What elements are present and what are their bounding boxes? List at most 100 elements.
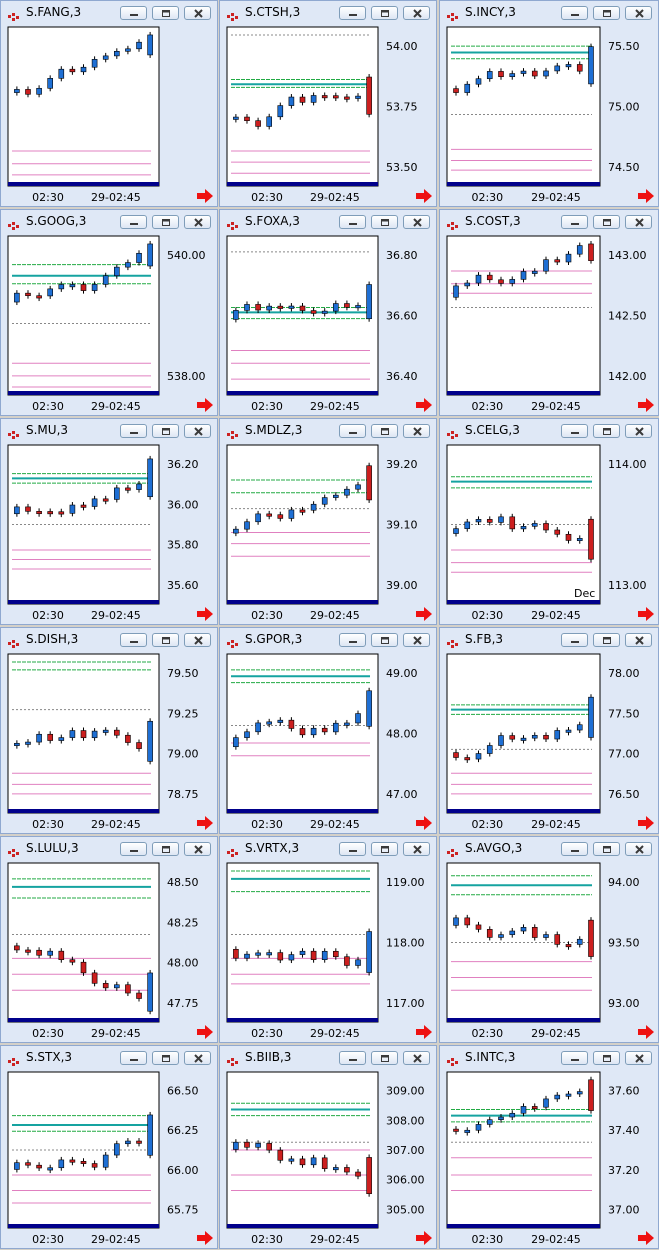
- chart-window-s-goog-3[interactable]: S.GOOG,3 02:30 29-02:45 540.00 538.00: [0, 209, 218, 416]
- maximize-button[interactable]: [152, 633, 179, 647]
- minimize-button[interactable]: [561, 633, 588, 647]
- minimize-button[interactable]: [120, 633, 147, 647]
- chart-window-s-dish-3[interactable]: S.DISH,3 02:30 29-02:45 79.50 79.25 79.00 78.7…: [0, 627, 218, 834]
- maximize-button[interactable]: [593, 633, 620, 647]
- close-button[interactable]: [184, 1051, 211, 1065]
- close-button[interactable]: [625, 6, 652, 20]
- close-button[interactable]: [184, 215, 211, 229]
- window-titlebar[interactable]: S.FANG,3: [1, 1, 217, 23]
- minimize-button[interactable]: [120, 215, 147, 229]
- minimize-button[interactable]: [339, 215, 366, 229]
- minimize-button[interactable]: [561, 424, 588, 438]
- chart-window-s-cost-3[interactable]: S.COST,3 02:30 29-02:45 143.00 142.50 142.00: [439, 209, 659, 416]
- minimize-button[interactable]: [120, 424, 147, 438]
- candlestick-chart[interactable]: 02:30 29-02:45 49.00 48.00 47.00: [220, 628, 438, 835]
- close-button[interactable]: [403, 6, 430, 20]
- chart-window-s-stx-3[interactable]: S.STX,3 02:30 29-02:45 66.50 66.25 66.00 65.75: [0, 1045, 218, 1249]
- close-button[interactable]: [403, 215, 430, 229]
- window-titlebar[interactable]: S.FOXA,3: [220, 210, 436, 232]
- scroll-right-arrow-icon[interactable]: [416, 1025, 432, 1039]
- candlestick-chart[interactable]: 02:30 29-02:45 48.50 48.25 48.00 47.75: [1, 837, 219, 1044]
- close-button[interactable]: [625, 215, 652, 229]
- close-button[interactable]: [625, 842, 652, 856]
- scroll-right-arrow-icon[interactable]: [416, 607, 432, 621]
- window-titlebar[interactable]: S.GPOR,3: [220, 628, 436, 650]
- chart-window-s-fang-3[interactable]: S.FANG,3 02:30 29-02:45: [0, 0, 218, 207]
- chart-window-s-fb-3[interactable]: S.FB,3 02:30 29-02:45 78.00 77.50 77.00 76.50: [439, 627, 659, 834]
- chart-window-s-intc-3[interactable]: S.INTC,3 02:30 29-02:45 37.60 37.40 37.20 37.0…: [439, 1045, 659, 1249]
- scroll-right-arrow-icon[interactable]: [638, 816, 654, 830]
- scroll-right-arrow-icon[interactable]: [638, 189, 654, 203]
- chart-window-s-celg-3[interactable]: S.CELG,3 02:30 29-02:45 114.00 113.00 Dec: [439, 418, 659, 625]
- scroll-right-arrow-icon[interactable]: [197, 816, 213, 830]
- maximize-button[interactable]: [593, 424, 620, 438]
- window-titlebar[interactable]: S.VRTX,3: [220, 837, 436, 859]
- minimize-button[interactable]: [339, 1051, 366, 1065]
- minimize-button[interactable]: [120, 842, 147, 856]
- minimize-button[interactable]: [561, 6, 588, 20]
- maximize-button[interactable]: [371, 842, 398, 856]
- maximize-button[interactable]: [152, 842, 179, 856]
- chart-window-s-vrtx-3[interactable]: S.VRTX,3 02:30 29-02:45 119.00 118.00 117.00: [219, 836, 437, 1043]
- candlestick-chart[interactable]: 02:30 29-02:45 309.00 308.00 307.00 306.00 305…: [220, 1046, 438, 1250]
- candlestick-chart[interactable]: 02:30 29-02:45 75.50 75.00 74.50: [440, 1, 659, 208]
- close-button[interactable]: [403, 424, 430, 438]
- close-button[interactable]: [625, 633, 652, 647]
- maximize-button[interactable]: [371, 424, 398, 438]
- close-button[interactable]: [403, 633, 430, 647]
- close-button[interactable]: [403, 1051, 430, 1065]
- maximize-button[interactable]: [152, 1051, 179, 1065]
- window-titlebar[interactable]: S.AVGO,3: [440, 837, 658, 859]
- window-titlebar[interactable]: S.MDLZ,3: [220, 419, 436, 441]
- maximize-button[interactable]: [371, 1051, 398, 1065]
- window-titlebar[interactable]: S.STX,3: [1, 1046, 217, 1068]
- chart-window-s-foxa-3[interactable]: S.FOXA,3 02:30 29-02:45 36.80 36.60 36.40: [219, 209, 437, 416]
- chart-window-s-biib-3[interactable]: S.BIIB,3 02:30 29-02:45 309.00 308.00 307.00 3…: [219, 1045, 437, 1249]
- maximize-button[interactable]: [152, 6, 179, 20]
- minimize-button[interactable]: [120, 1051, 147, 1065]
- window-titlebar[interactable]: S.CELG,3: [440, 419, 658, 441]
- maximize-button[interactable]: [152, 424, 179, 438]
- candlestick-chart[interactable]: 02:30 29-02:45 78.00 77.50 77.00 76.50: [440, 628, 659, 835]
- candlestick-chart[interactable]: 02:30 29-02:45 66.50 66.25 66.00 65.75: [1, 1046, 219, 1250]
- close-button[interactable]: [403, 842, 430, 856]
- close-button[interactable]: [184, 424, 211, 438]
- candlestick-chart[interactable]: 02:30 29-02:45 37.60 37.40 37.20 37.00: [440, 1046, 659, 1250]
- scroll-right-arrow-icon[interactable]: [197, 1231, 213, 1245]
- window-titlebar[interactable]: S.COST,3: [440, 210, 658, 232]
- chart-window-s-mu-3[interactable]: S.MU,3 02:30 29-02:45 36.20 36.00 35.80 35.60: [0, 418, 218, 625]
- maximize-button[interactable]: [593, 215, 620, 229]
- candlestick-chart[interactable]: 02:30 29-02:45 540.00 538.00: [1, 210, 219, 417]
- minimize-button[interactable]: [561, 215, 588, 229]
- close-button[interactable]: [184, 633, 211, 647]
- minimize-button[interactable]: [561, 1051, 588, 1065]
- maximize-button[interactable]: [593, 842, 620, 856]
- window-titlebar[interactable]: S.BIIB,3: [220, 1046, 436, 1068]
- minimize-button[interactable]: [339, 633, 366, 647]
- minimize-button[interactable]: [339, 6, 366, 20]
- close-button[interactable]: [625, 424, 652, 438]
- window-titlebar[interactable]: S.INCY,3: [440, 1, 658, 23]
- scroll-right-arrow-icon[interactable]: [197, 398, 213, 412]
- window-titlebar[interactable]: S.DISH,3: [1, 628, 217, 650]
- chart-window-s-incy-3[interactable]: S.INCY,3 02:30 29-02:45 75.50 75.00 74.50: [439, 0, 659, 207]
- close-button[interactable]: [625, 1051, 652, 1065]
- candlestick-chart[interactable]: 02:30 29-02:45 79.50 79.25 79.00 78.75: [1, 628, 219, 835]
- window-titlebar[interactable]: S.FB,3: [440, 628, 658, 650]
- maximize-button[interactable]: [371, 6, 398, 20]
- minimize-button[interactable]: [561, 842, 588, 856]
- scroll-right-arrow-icon[interactable]: [638, 398, 654, 412]
- scroll-right-arrow-icon[interactable]: [416, 398, 432, 412]
- scroll-right-arrow-icon[interactable]: [416, 1231, 432, 1245]
- candlestick-chart[interactable]: 02:30 29-02:45: [1, 1, 219, 208]
- maximize-button[interactable]: [593, 1051, 620, 1065]
- scroll-right-arrow-icon[interactable]: [197, 1025, 213, 1039]
- candlestick-chart[interactable]: 02:30 29-02:45 94.00 93.50 93.00: [440, 837, 659, 1044]
- candlestick-chart[interactable]: 02:30 29-02:45 39.20 39.10 39.00: [220, 419, 438, 626]
- candlestick-chart[interactable]: 02:30 29-02:45 114.00 113.00 Dec: [440, 419, 659, 626]
- scroll-right-arrow-icon[interactable]: [638, 1231, 654, 1245]
- chart-window-s-mdlz-3[interactable]: S.MDLZ,3 02:30 29-02:45 39.20 39.10 39.00: [219, 418, 437, 625]
- candlestick-chart[interactable]: 02:30 29-02:45 36.20 36.00 35.80 35.60: [1, 419, 219, 626]
- chart-window-s-avgo-3[interactable]: S.AVGO,3 02:30 29-02:45 94.00 93.50 93.00: [439, 836, 659, 1043]
- scroll-right-arrow-icon[interactable]: [416, 189, 432, 203]
